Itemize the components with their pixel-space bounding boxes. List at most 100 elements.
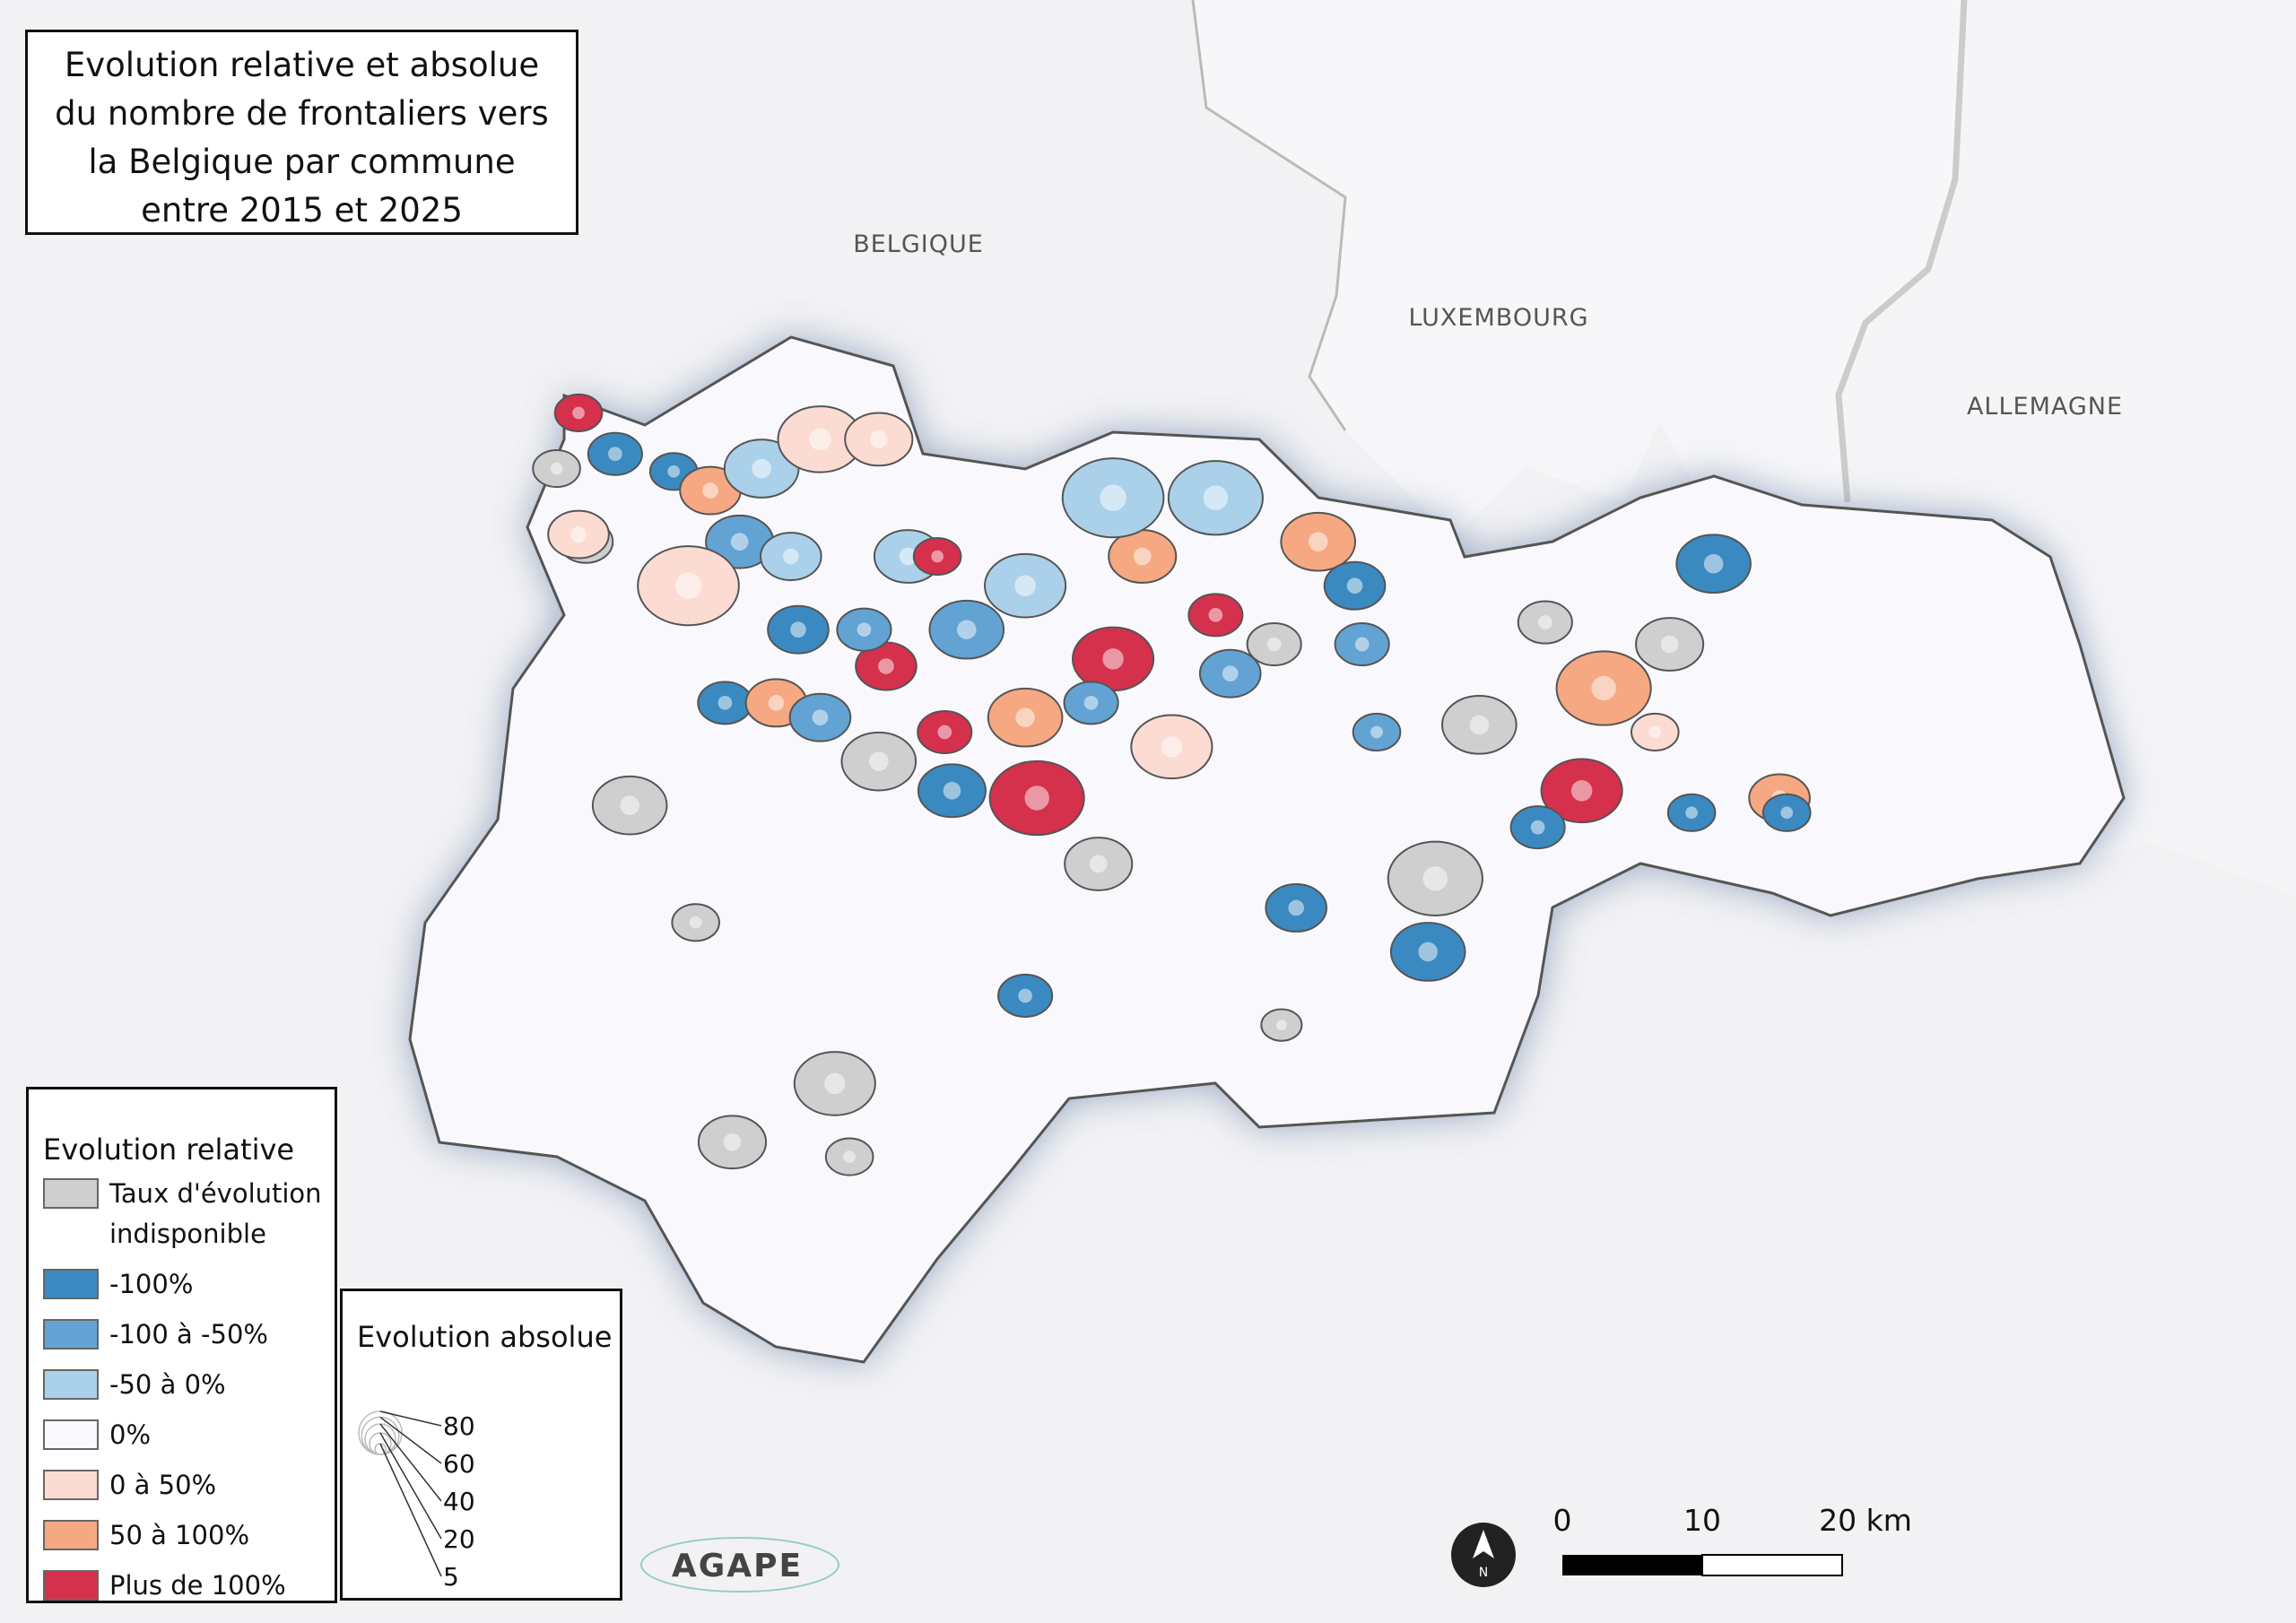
size-label: 40 [443, 1487, 475, 1516]
commune-symbol [570, 526, 587, 542]
legend-label: Plus de 100% [109, 1570, 286, 1601]
leader-line [379, 1443, 442, 1577]
legend-swatch [43, 1520, 99, 1550]
legend-label: 0% [109, 1419, 152, 1450]
commune-symbol [689, 916, 702, 929]
commune-symbol [790, 621, 806, 638]
legend-item: Taux d'évolution indisponible [43, 1174, 335, 1254]
commune-symbol [1346, 577, 1363, 595]
commune-symbol [1018, 988, 1032, 1003]
size-label: 20 [443, 1524, 475, 1554]
commune-symbol [1648, 725, 1662, 739]
border [1835, 0, 1968, 503]
commune-symbol [674, 572, 702, 599]
legend-item: -50 à 0% [43, 1365, 335, 1405]
legend-label: 50 à 100% [109, 1520, 250, 1550]
logo: AGAPE [672, 1548, 803, 1584]
legend-label: -100 à -50% [109, 1319, 268, 1350]
commune-symbol [809, 428, 831, 451]
legend-swatch [43, 1470, 99, 1500]
commune-symbol [812, 709, 829, 725]
commune-symbol [1102, 648, 1124, 670]
commune-symbol [869, 751, 889, 771]
commune-symbol [1203, 485, 1229, 510]
legend-absolute: Evolution absolue 80 60 40 20 5 [340, 1289, 622, 1601]
legend-swatch [43, 1319, 99, 1350]
legend-swatch [43, 1419, 99, 1450]
commune-symbol [843, 1150, 856, 1163]
commune-symbol [1308, 532, 1328, 551]
commune-symbol [870, 430, 888, 448]
commune-symbol [1266, 637, 1282, 652]
legend-title: Evolution absolue [357, 1320, 612, 1354]
north-label: N [1479, 1566, 1488, 1580]
legend-item: 0 à 50% [43, 1465, 335, 1506]
legend-label: -100% [109, 1269, 194, 1299]
leader-line [379, 1416, 442, 1464]
country-label: BELGIQUE [853, 230, 984, 258]
north-arrow [1451, 1523, 1516, 1587]
commune-symbol [899, 547, 918, 566]
legend-item: 0% [43, 1415, 335, 1455]
scale-label: 10 [1683, 1503, 1721, 1538]
country-label: LUXEMBOURG [1408, 304, 1588, 332]
commune-symbol [1469, 715, 1490, 735]
legend-swatch [43, 1570, 99, 1601]
commune-symbol [768, 695, 785, 711]
commune-symbol [608, 447, 622, 462]
commune-symbol [1703, 553, 1724, 574]
size-symbols: 80 60 40 20 5 [358, 1410, 475, 1592]
commune-symbol [1530, 820, 1545, 835]
commune-symbol [667, 464, 681, 478]
legend-items: Taux d'évolution indisponible -100% -100 à… [43, 1174, 335, 1606]
commune-symbol [1024, 785, 1049, 811]
legend-label: Taux d'évolution indisponible [109, 1178, 322, 1249]
commune-symbol [1288, 899, 1305, 916]
commune-symbol [1100, 484, 1126, 511]
logo-swoosh [640, 1537, 839, 1593]
commune-symbol [718, 696, 733, 710]
scale-label: 0 [1553, 1503, 1572, 1538]
commune-symbol [878, 658, 894, 674]
commune-symbol [1014, 575, 1036, 596]
commune-symbol [1591, 675, 1616, 701]
legend-item: 50 à 100% [43, 1515, 335, 1556]
scale-bar [1701, 1554, 1843, 1576]
legend-swatch [43, 1369, 99, 1400]
commune-symbol [702, 482, 718, 499]
legend-item: Plus de 100% [43, 1566, 335, 1606]
commune-symbol [1015, 707, 1035, 727]
commune-symbol [1370, 725, 1383, 739]
commune-symbol [550, 462, 563, 475]
luxembourg-area [1193, 0, 1973, 556]
commune-symbol [1222, 665, 1239, 681]
title: Evolution relative et absolue du nombre … [55, 46, 549, 230]
legend-swatch [43, 1269, 99, 1299]
commune-symbol [1780, 806, 1794, 820]
commune-symbol [1275, 1020, 1287, 1030]
commune-symbol [1083, 696, 1099, 710]
border [1191, 0, 1347, 431]
commune-symbol [783, 548, 799, 565]
commune-symbol [1418, 942, 1438, 962]
title-box: Evolution relative et absolue du nombre … [25, 30, 578, 235]
north-arrow-head [1473, 1530, 1494, 1558]
leader-line [379, 1423, 442, 1502]
commune-symbol [620, 795, 639, 815]
commune-symbol [931, 550, 944, 563]
commune-symbol [1570, 780, 1593, 802]
communes [532, 393, 1812, 1176]
legend-title: Evolution relative [43, 1133, 295, 1167]
leader-line [379, 1432, 442, 1540]
commune-symbol [1537, 615, 1552, 629]
commune-symbol [1660, 635, 1679, 654]
size-label: 60 [443, 1449, 475, 1479]
commune-symbol [824, 1072, 846, 1095]
commune-symbol [1208, 608, 1223, 622]
size-label: 80 [443, 1411, 475, 1441]
commune-symbol [1354, 637, 1370, 652]
scale-label: 20 km [1819, 1503, 1912, 1538]
legend-label: -50 à 0% [109, 1369, 226, 1400]
